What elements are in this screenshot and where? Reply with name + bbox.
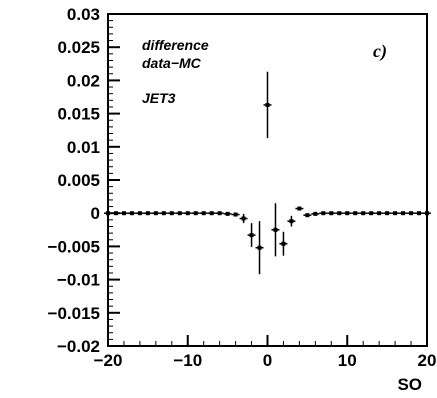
data-point — [417, 211, 422, 216]
data-point — [409, 211, 414, 216]
data-point — [425, 211, 429, 216]
data-point — [345, 211, 350, 216]
data-point — [137, 211, 142, 216]
annotation-data-mc: data−MC — [142, 55, 202, 71]
data-point — [233, 212, 238, 217]
y-tick-label: 0.025 — [57, 38, 100, 57]
data-point — [153, 211, 158, 216]
y-tick-label: 0.015 — [57, 105, 100, 124]
data-point — [281, 241, 286, 246]
data-point — [161, 211, 166, 216]
y-tick-label: −0.015 — [48, 304, 100, 323]
y-tick-label: 0.02 — [67, 71, 100, 90]
x-tick-label: 0 — [263, 351, 272, 370]
x-axis: −20 −10 0 10 20 — [94, 335, 437, 370]
y-tick-label: −0.01 — [57, 271, 100, 290]
y-tick-label: −0.02 — [57, 337, 100, 356]
annotation-jet3: JET3 — [142, 90, 176, 106]
y-tick-label: 0.01 — [67, 138, 100, 157]
annotation-difference: difference — [142, 37, 209, 53]
y-tick-label: 0 — [91, 204, 100, 223]
x-tick-label: −20 — [94, 351, 123, 370]
data-point — [217, 211, 222, 216]
data-point — [385, 211, 390, 216]
data-point — [289, 219, 294, 224]
data-point — [321, 211, 326, 216]
data-points — [104, 71, 431, 275]
data-point — [145, 211, 150, 216]
x-tick-label: 10 — [338, 351, 357, 370]
data-point — [337, 211, 342, 216]
data-point — [209, 211, 214, 216]
data-point — [193, 211, 198, 216]
data-point — [401, 211, 406, 216]
data-point — [225, 211, 230, 216]
y-tick-label: −0.005 — [48, 237, 100, 256]
data-point — [185, 211, 190, 216]
x-tick-label: −10 — [173, 351, 202, 370]
data-point — [249, 233, 254, 238]
data-point — [361, 211, 366, 216]
data-point — [121, 211, 126, 216]
panel-label: c) — [373, 41, 387, 62]
data-point — [201, 211, 206, 216]
data-point — [113, 211, 118, 216]
y-axis: −0.02 −0.015 −0.01 −0.005 0 0.005 0.01 0.015 0.0… — [48, 5, 120, 356]
data-point — [313, 211, 318, 216]
data-point — [265, 102, 270, 107]
data-point — [353, 211, 358, 216]
x-axis-label: SO — [397, 375, 422, 394]
data-point — [129, 211, 134, 216]
x-tick-label: 20 — [418, 351, 437, 370]
data-point — [273, 227, 278, 232]
data-point — [329, 211, 334, 216]
data-point — [106, 211, 110, 216]
data-point — [257, 245, 262, 250]
data-point — [241, 216, 246, 221]
y-tick-label: 0.005 — [57, 171, 100, 190]
data-point — [377, 211, 382, 216]
data-point — [297, 206, 302, 211]
data-point — [177, 211, 182, 216]
data-point — [169, 211, 174, 216]
data-point — [369, 211, 374, 216]
y-tick-label: 0.03 — [67, 5, 100, 24]
data-point — [305, 213, 310, 218]
data-point — [393, 211, 398, 216]
